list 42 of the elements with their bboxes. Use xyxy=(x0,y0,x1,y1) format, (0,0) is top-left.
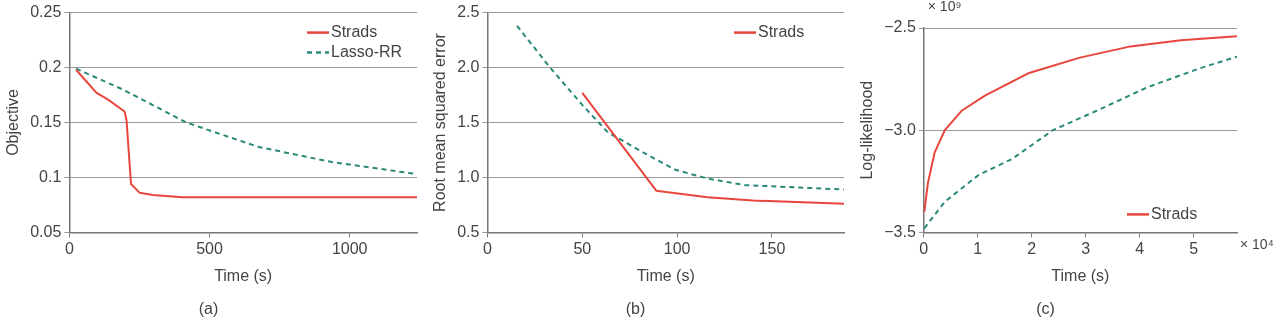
text: (b) xyxy=(625,299,646,317)
y-tick-label: 1.0 xyxy=(457,167,480,185)
x-tick-label: 4 xyxy=(1135,240,1145,258)
y-tick-label: 0.1 xyxy=(39,167,62,185)
y-tick-label: 1.5 xyxy=(457,112,480,130)
x-tick-label: 150 xyxy=(758,240,786,258)
y-axis-title: Objective xyxy=(4,89,22,156)
y-tick-label: −3.5 xyxy=(884,222,916,240)
x-tick-label: 500 xyxy=(196,240,223,258)
legend-label: Strads xyxy=(1151,204,1198,222)
x-tick-label: 0 xyxy=(482,240,492,258)
y-tick-label: 0.2 xyxy=(39,57,62,75)
legend-label: Strads xyxy=(758,23,805,41)
text: (a) xyxy=(198,299,219,317)
y-tick-label: 0.15 xyxy=(30,112,62,130)
x-axis-title: Time (s) xyxy=(1051,266,1110,284)
x-tick-label: 5 xyxy=(1189,240,1199,258)
x-tick-label: 50 xyxy=(573,240,592,258)
text: × 10⁹ xyxy=(927,0,962,14)
y-tick-label: 0.05 xyxy=(30,222,62,240)
text: (c) xyxy=(1036,299,1055,317)
y-tick-label: 0.5 xyxy=(457,222,480,240)
x-axis-title: Time (s) xyxy=(636,266,695,284)
x-tick-label: 0 xyxy=(919,240,929,258)
x-tick-label: 0 xyxy=(64,240,74,258)
x-tick-label: 100 xyxy=(663,240,691,258)
x-tick-label: 1 xyxy=(973,240,983,258)
y-tick-label: −3.0 xyxy=(884,120,916,138)
text: × 10⁴ xyxy=(1240,236,1274,253)
y-tick-label: 2.5 xyxy=(457,3,480,21)
legend-label: Strads xyxy=(331,23,378,41)
line-series xyxy=(516,24,844,191)
y-tick-label: −2.5 xyxy=(884,18,916,36)
x-axis-title: Time (s) xyxy=(214,266,273,284)
legend-label: Lasso-RR xyxy=(331,43,403,61)
x-tick-label: 3 xyxy=(1081,240,1091,258)
y-tick-label: 2.0 xyxy=(457,57,480,75)
x-tick-label: 1000 xyxy=(331,240,368,258)
y-axis-title: Root mean squared error xyxy=(431,32,449,212)
y-axis-title: Log-likelihood xyxy=(858,80,876,180)
x-tick-label: 2 xyxy=(1027,240,1037,258)
y-tick-label: 0.25 xyxy=(30,3,62,21)
